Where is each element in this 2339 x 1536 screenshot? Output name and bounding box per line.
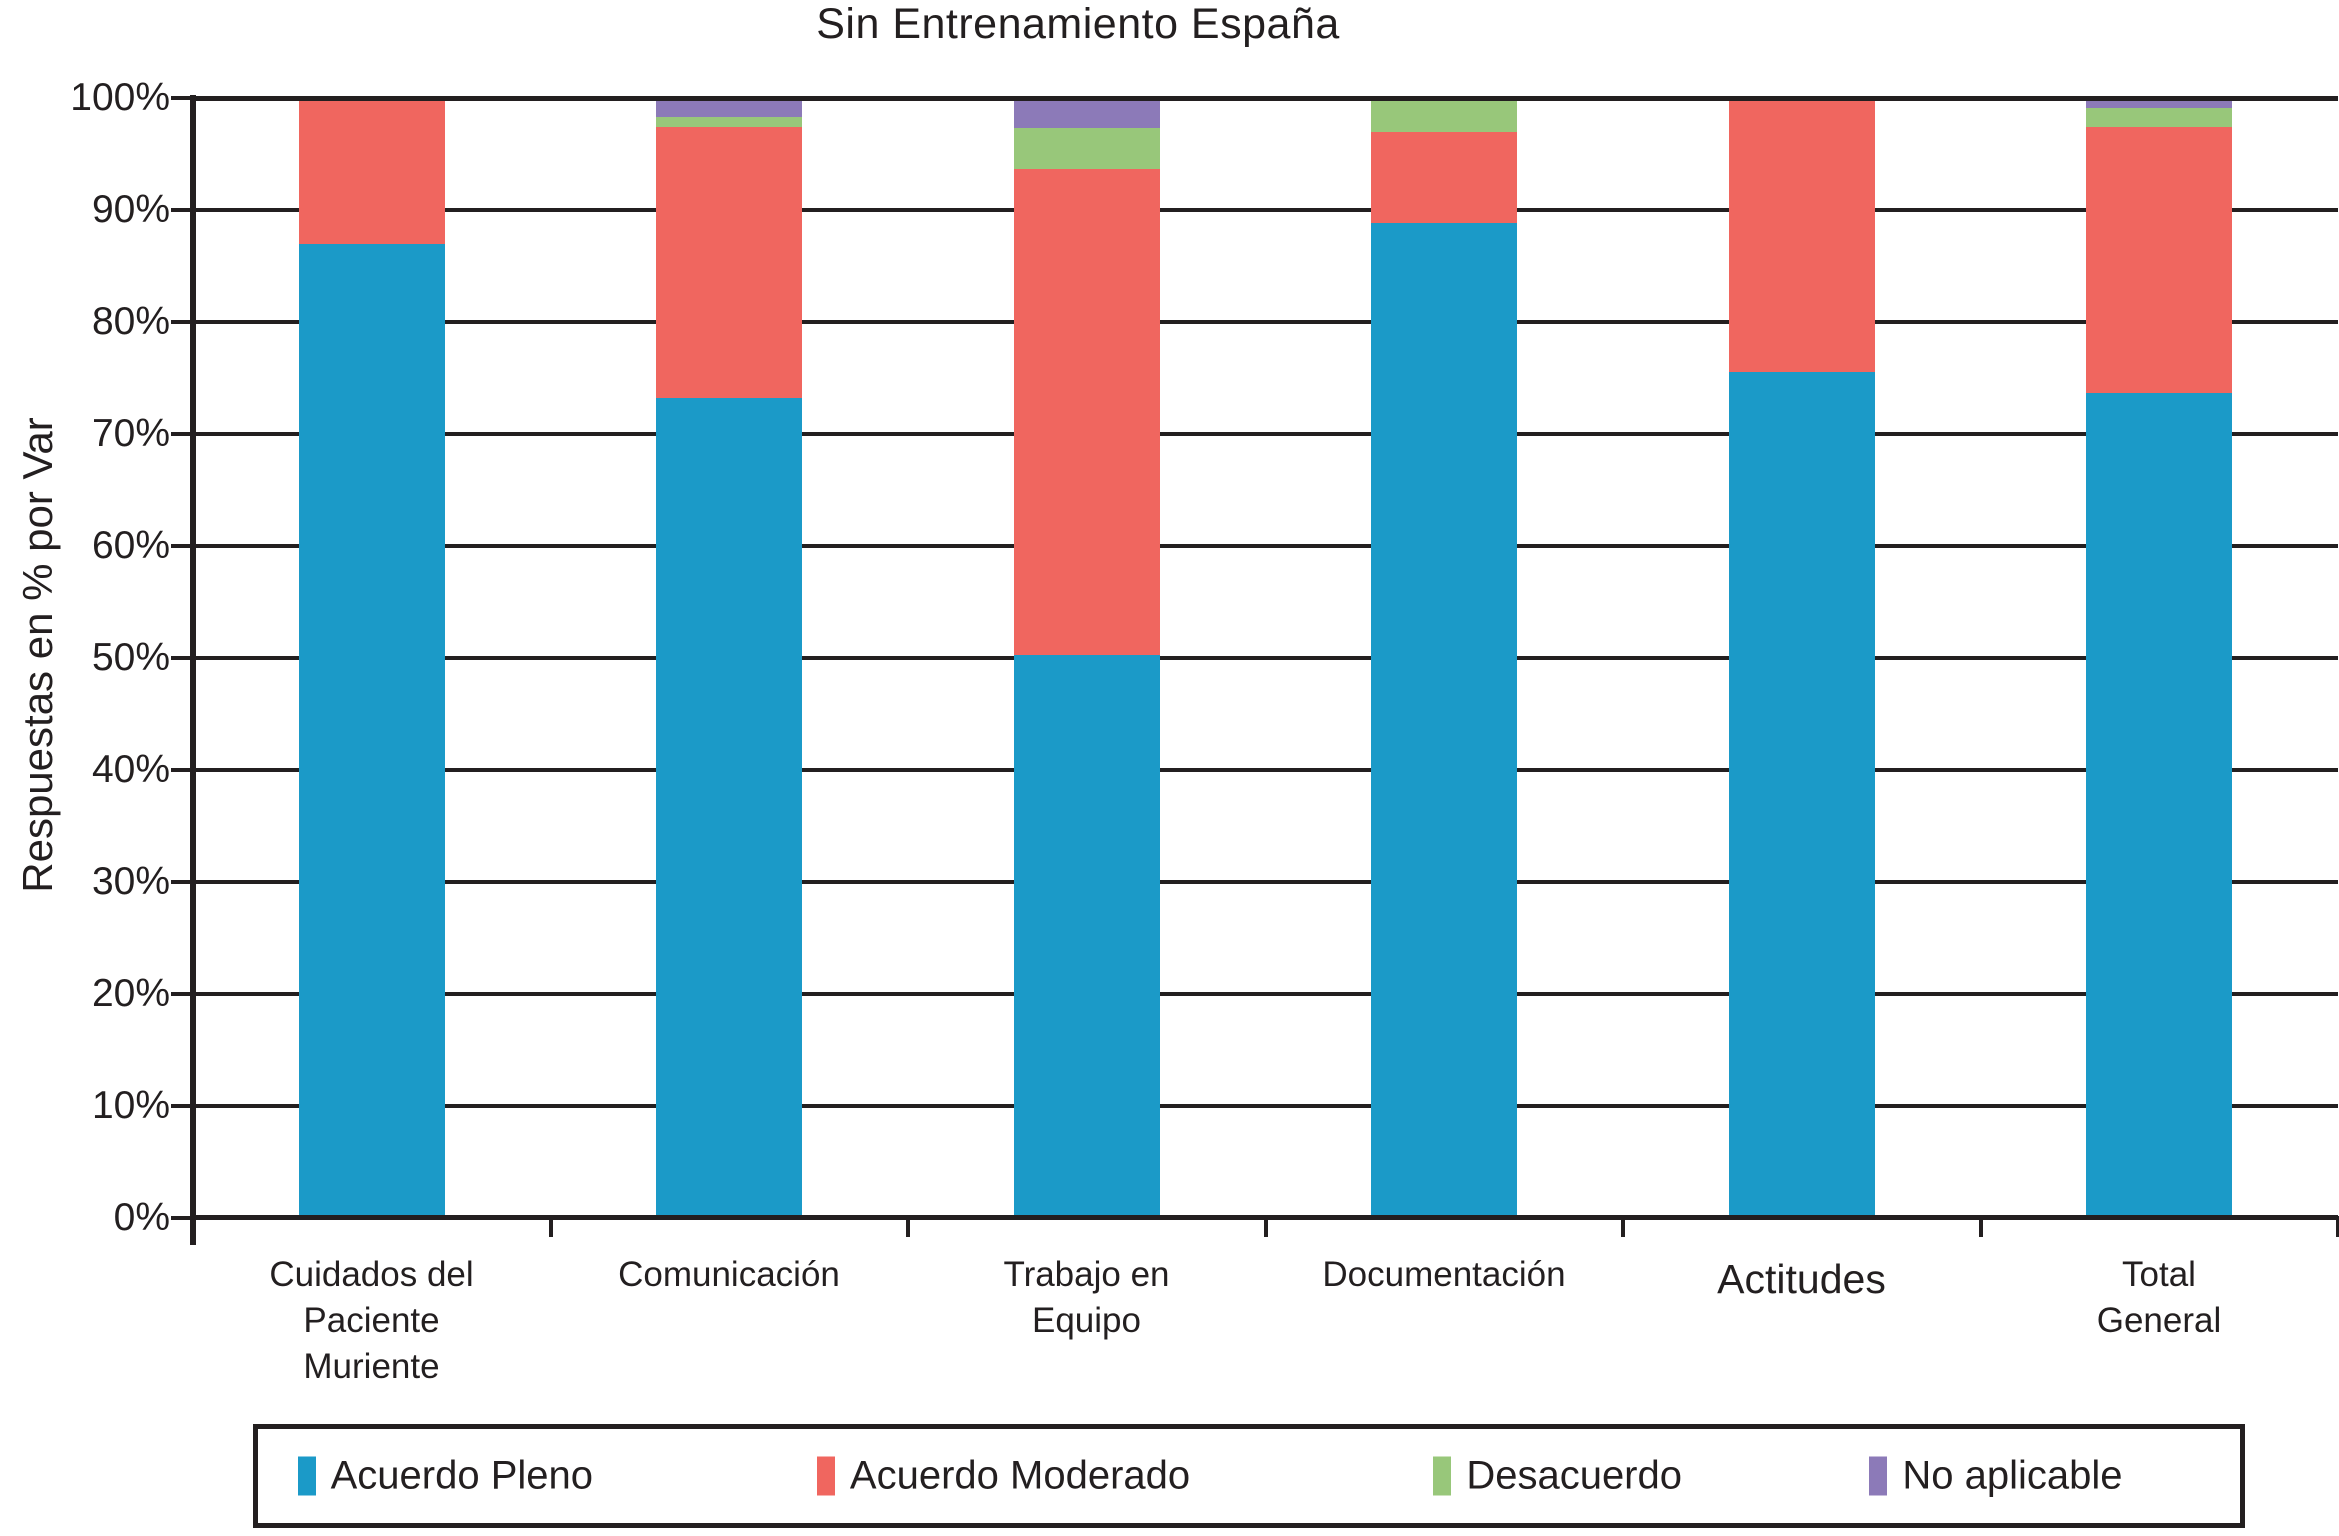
y-axis-tick-label: 60% [91, 524, 170, 567]
x-axis-label: Total General [2096, 1255, 2222, 1341]
bar-segment-acuerdo-pleno [1728, 372, 1875, 1218]
legend-label: Desacuerdo [1466, 1453, 1682, 1498]
bar-segment-desacuerdo [656, 117, 803, 128]
y-axis-tick-label: 100% [70, 76, 170, 119]
x-axis-tick [2336, 1216, 2339, 1237]
y-axis-line [190, 95, 196, 1245]
bar-segment-no-aplicable [1013, 98, 1160, 129]
y-axis-tick [171, 1216, 193, 1220]
gridline [193, 880, 2338, 884]
bar-segment-acuerdo-pleno [656, 398, 803, 1218]
plot-area [171, 95, 2339, 1245]
bar-segment-desacuerdo [1371, 98, 1518, 132]
bar-segment-acuerdo-pleno [2086, 392, 2233, 1218]
y-axis-tick [171, 1104, 193, 1108]
plot-top-border [193, 96, 2338, 101]
gridline [193, 656, 2338, 660]
x-axis-tick [1978, 1216, 1983, 1237]
legend-swatch [816, 1456, 835, 1496]
y-axis-tick-label: 50% [91, 636, 170, 679]
x-axis-tick [191, 1216, 195, 1237]
legend-label: Acuerdo Pleno [330, 1453, 594, 1498]
gridline [193, 208, 2338, 212]
bar-segment-acuerdo-moderado [1013, 168, 1160, 655]
x-axis-tick [906, 1216, 910, 1237]
x-axis-tick [1621, 1216, 1625, 1237]
y-axis-tick-label: 30% [91, 860, 170, 903]
x-axis-label: Trabajo en Equipo [1003, 1255, 1170, 1341]
bar-segment-acuerdo-pleno [1371, 223, 1518, 1218]
y-axis-tick [171, 880, 193, 884]
gridline [193, 992, 2338, 996]
y-axis-tick-label: 70% [91, 412, 170, 455]
chart-title: Sin Entrenamiento España [816, 0, 1340, 48]
bar-segment-acuerdo-pleno [298, 243, 445, 1218]
x-axis-label: Actitudes [1717, 1256, 1886, 1302]
x-axis-label: Cuidados del Paciente Muriente [269, 1255, 474, 1387]
legend-item-no-aplicable: No aplicable [1869, 1453, 2123, 1499]
x-labels: Cuidados del Paciente Muriente Comunicaci… [193, 1252, 2338, 1432]
y-axis-tick [171, 656, 193, 660]
bar-segment-acuerdo-moderado [656, 127, 803, 399]
y-axis-tick [171, 992, 193, 996]
legend-item-acuerdo-moderado: Acuerdo Moderado [816, 1453, 1191, 1499]
y-axis-tick [171, 768, 193, 772]
x-axis-tick [548, 1216, 553, 1237]
gridline [193, 1104, 2338, 1108]
y-axis-tick [171, 544, 193, 548]
gridline [193, 320, 2338, 324]
y-axis-tick-label: 0% [113, 1196, 170, 1239]
bar-segment-acuerdo-moderado [298, 98, 445, 244]
bar-segment-acuerdo-moderado [1728, 98, 1875, 373]
y-tick-labels: 0% 10% 20% 30% 40% 50% 60% 70% 80% 90% 100% [0, 0, 170, 1536]
legend-label: Acuerdo Moderado [849, 1453, 1191, 1498]
bar-segment-acuerdo-moderado [2086, 127, 2233, 393]
y-axis-tick-label: 40% [91, 748, 170, 791]
y-axis-tick [171, 208, 193, 212]
gridline [193, 544, 2338, 548]
legend: Acuerdo Pleno Acuerdo Moderado Desacuerdo N… [253, 1424, 2245, 1528]
legend-item-desacuerdo: Desacuerdo [1433, 1454, 1682, 1499]
legend-swatch [1433, 1456, 1452, 1496]
bar-segment-no-aplicable [2086, 98, 2233, 109]
bar-segment-no-aplicable [656, 98, 803, 118]
x-axis-label: Documentación [1322, 1255, 1566, 1294]
bar-segment-desacuerdo [1013, 128, 1160, 169]
x-axis-label: Comunicación [618, 1255, 840, 1294]
y-axis-tick [171, 96, 193, 100]
bar-segment-desacuerdo [2086, 108, 2233, 128]
gridline [193, 768, 2338, 772]
legend-swatch [297, 1456, 316, 1496]
bar-segment-acuerdo-pleno [1013, 654, 1160, 1218]
y-axis-tick-label: 90% [91, 188, 170, 231]
y-axis-tick-label: 10% [91, 1084, 170, 1127]
y-axis-tick-label: 20% [91, 972, 170, 1015]
legend-item-acuerdo-pleno: Acuerdo Pleno [297, 1453, 594, 1499]
y-axis-tick [171, 432, 193, 436]
x-axis-tick [1263, 1216, 1268, 1237]
gridline [193, 432, 2338, 436]
y-axis-tick [171, 320, 193, 324]
legend-swatch [1869, 1456, 1888, 1496]
legend-label: No aplicable [1902, 1453, 2123, 1498]
y-axis-tick-label: 80% [91, 300, 170, 343]
bar-segment-acuerdo-moderado [1371, 131, 1518, 224]
